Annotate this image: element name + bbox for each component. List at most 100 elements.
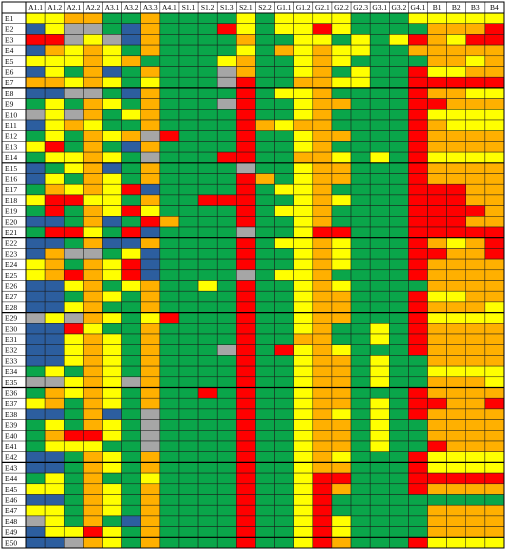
heatmap-cell (350, 323, 371, 335)
heatmap-cell (83, 440, 103, 452)
heatmap-cell (159, 130, 180, 142)
heatmap-cell (369, 44, 390, 57)
heatmap-cell (121, 462, 141, 474)
heatmap-cell (63, 119, 84, 131)
row-label: E1 (5, 14, 14, 23)
heatmap-cell (274, 515, 294, 527)
heatmap-cell (312, 173, 333, 185)
heatmap-cell (293, 66, 314, 78)
heatmap-cell (427, 216, 447, 228)
heatmap-cell (197, 269, 218, 281)
heatmap-cell (369, 462, 390, 474)
column-label: B3 (471, 3, 480, 12)
heatmap-cell (140, 183, 161, 196)
column-label: A3.2 (124, 3, 139, 12)
heatmap-cell (484, 451, 505, 463)
heatmap-cell (446, 269, 467, 281)
heatmap-cell (389, 98, 409, 110)
heatmap-cell (236, 248, 256, 260)
heatmap-cell (369, 440, 390, 452)
heatmap-cell (25, 44, 46, 57)
row-label: E24 (5, 260, 17, 269)
heatmap-cell (484, 365, 505, 378)
heatmap-cell (484, 87, 505, 99)
heatmap-cell (465, 344, 486, 356)
heatmap-cell (446, 397, 467, 410)
heatmap-cell (255, 173, 275, 185)
heatmap-cell (350, 333, 371, 345)
heatmap-cell (102, 290, 122, 303)
heatmap-cell (44, 355, 65, 367)
heatmap-cell (25, 290, 46, 303)
heatmap-cell (140, 537, 161, 549)
heatmap-cell (102, 269, 122, 281)
heatmap-cell (63, 162, 84, 174)
heatmap-cell (408, 312, 428, 324)
heatmap-cell (44, 430, 65, 442)
heatmap-cell (408, 344, 428, 356)
heatmap-cell (178, 333, 199, 345)
heatmap-cell (159, 258, 180, 271)
heatmap-cell (83, 269, 103, 281)
heatmap-cell (389, 23, 409, 35)
heatmap-cell (465, 119, 486, 131)
heatmap-cell (331, 162, 352, 174)
heatmap-cell (159, 397, 180, 410)
heatmap-cell (121, 419, 141, 431)
column-label: S1.1 (182, 3, 196, 12)
heatmap-cell (197, 376, 218, 388)
heatmap-cell (408, 205, 428, 217)
heatmap-cell (121, 355, 141, 367)
heatmap-cell (63, 526, 84, 538)
heatmap-cell (44, 119, 65, 131)
heatmap-cell (83, 365, 103, 378)
heatmap-cell (465, 312, 486, 324)
heatmap-cell (312, 323, 333, 335)
heatmap-cell (25, 376, 46, 388)
heatmap-cell (274, 130, 294, 142)
heatmap-cell (331, 269, 352, 281)
heatmap-cell (216, 23, 237, 35)
heatmap-labels: A1.1 A1.2 A2.1 A2.2 A3.1 A3.2 A3.3 A4.1 S1.1 S1.2… (5, 3, 499, 547)
heatmap-cell (408, 141, 428, 153)
heatmap-cell (121, 141, 141, 153)
heatmap-cell (465, 472, 486, 485)
heatmap-cell (350, 109, 371, 121)
heatmap-cell (197, 205, 218, 217)
heatmap-cell (197, 194, 218, 206)
heatmap-cell (255, 323, 275, 335)
heatmap-cell (465, 173, 486, 185)
heatmap-cell (408, 183, 428, 196)
column-label: G4.1 (411, 3, 426, 12)
heatmap-cell (197, 333, 218, 345)
heatmap-cell (350, 205, 371, 217)
heatmap-cell (312, 44, 333, 57)
heatmap-cell (197, 280, 218, 292)
heatmap-cell (216, 494, 237, 506)
heatmap-cell (427, 472, 447, 485)
heatmap-cell (484, 226, 505, 238)
heatmap-cell (159, 494, 180, 506)
heatmap-cell (197, 515, 218, 527)
heatmap-cell (465, 397, 486, 410)
heatmap-cell (178, 515, 199, 527)
heatmap-cell (331, 98, 352, 110)
heatmap-cell (331, 333, 352, 345)
heatmap-cell (427, 66, 447, 78)
heatmap-cell (293, 173, 314, 185)
heatmap-cell (312, 87, 333, 99)
heatmap-cell (25, 87, 46, 99)
heatmap-cell (350, 537, 371, 549)
heatmap-cell (25, 141, 46, 153)
heatmap-cell (159, 44, 180, 57)
heatmap-cell (446, 205, 467, 217)
heatmap-cell (236, 408, 256, 420)
heatmap-cell (159, 237, 180, 249)
heatmap-cell (293, 333, 314, 345)
heatmap-cell (274, 269, 294, 281)
heatmap-cell (331, 258, 352, 271)
heatmap-cell (121, 98, 141, 110)
heatmap-cell (44, 408, 65, 420)
heatmap-cell (389, 387, 409, 399)
heatmap-cell (216, 205, 237, 217)
